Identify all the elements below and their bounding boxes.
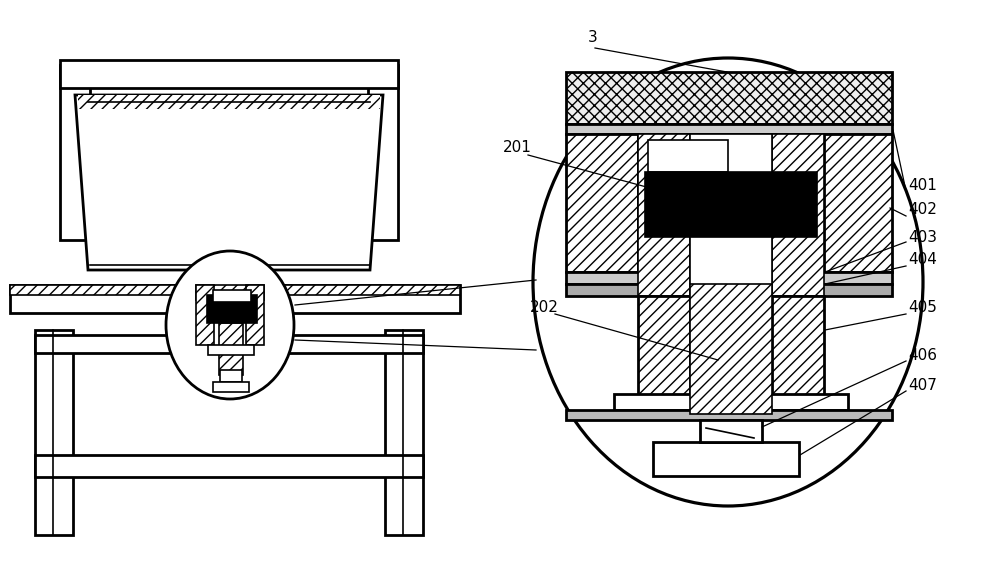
Text: 201: 201	[503, 140, 532, 156]
Bar	[772, 296, 824, 396]
Bar	[35, 455, 423, 477]
Bar	[385, 330, 423, 535]
Bar	[60, 65, 90, 240]
Bar	[220, 370, 242, 382]
Ellipse shape	[166, 251, 294, 399]
Bar	[196, 285, 214, 345]
Bar	[78, 95, 380, 109]
Bar	[35, 330, 73, 535]
Bar	[10, 285, 460, 313]
Bar	[566, 410, 892, 420]
Bar	[10, 285, 460, 295]
Bar	[566, 272, 892, 284]
Bar	[566, 134, 638, 272]
Text: 402: 402	[908, 202, 937, 218]
Bar	[638, 134, 690, 296]
Bar	[207, 295, 257, 323]
Bar	[824, 134, 892, 272]
Bar	[700, 420, 762, 442]
Bar	[648, 140, 728, 172]
Bar	[566, 284, 892, 296]
Bar	[196, 285, 264, 300]
Text: 401: 401	[908, 178, 937, 192]
Text: 405: 405	[908, 301, 937, 315]
Bar	[614, 394, 848, 410]
Bar	[35, 335, 423, 353]
Bar	[219, 323, 243, 375]
Bar	[368, 65, 398, 240]
Bar	[653, 442, 799, 476]
Text: 3: 3	[588, 30, 598, 46]
Bar	[645, 172, 817, 237]
Text: 407: 407	[908, 377, 937, 393]
Ellipse shape	[533, 58, 923, 506]
Bar	[690, 134, 772, 296]
Text: 403: 403	[908, 230, 937, 245]
Bar	[213, 290, 251, 302]
Bar	[246, 285, 264, 345]
Bar	[566, 124, 892, 134]
Bar	[566, 72, 892, 124]
Text: 404: 404	[908, 253, 937, 267]
Text: 202: 202	[530, 301, 559, 315]
Bar	[638, 296, 690, 396]
Bar	[690, 284, 772, 414]
Bar	[213, 382, 249, 392]
Bar	[772, 134, 824, 296]
Text: 406: 406	[908, 347, 937, 363]
Bar	[60, 60, 398, 88]
Polygon shape	[75, 95, 383, 270]
Bar	[638, 134, 824, 272]
Bar	[208, 345, 254, 355]
